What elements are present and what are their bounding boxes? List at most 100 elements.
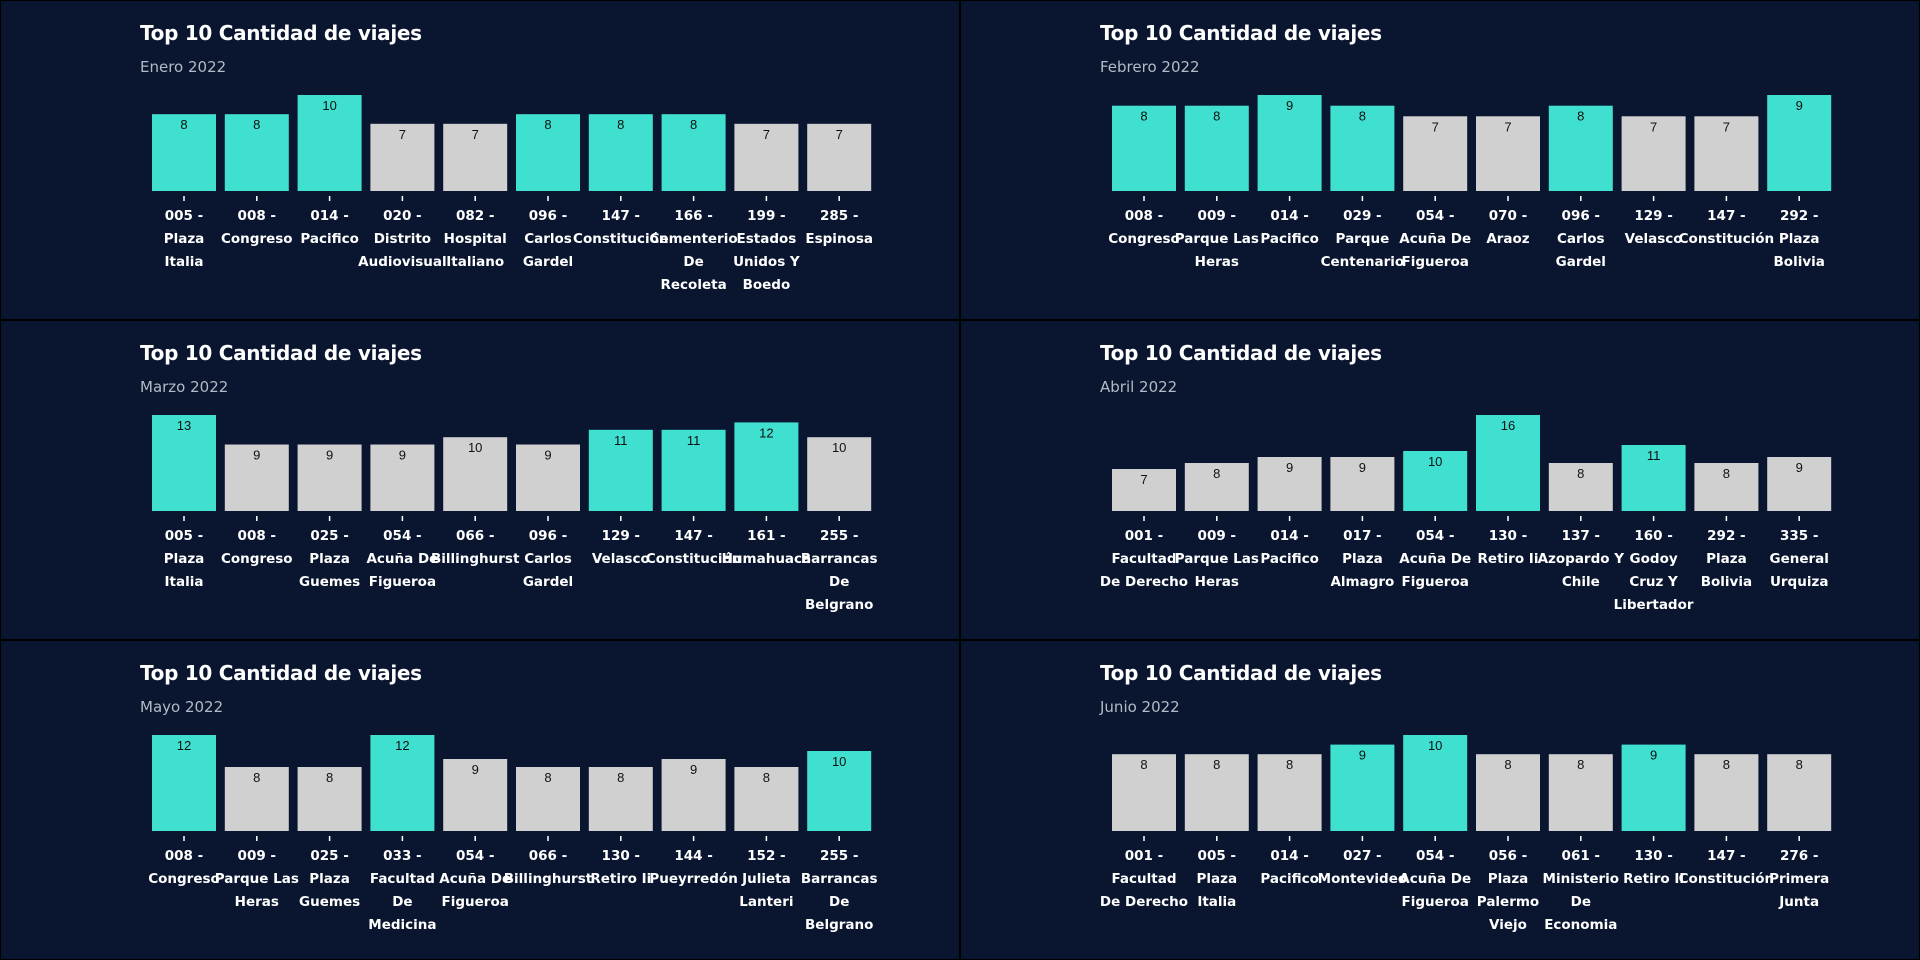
- x-tick-label: 001 -: [1125, 848, 1163, 864]
- x-tick-label: 029 -: [1343, 208, 1381, 224]
- x-tick-label: Distrito: [374, 231, 431, 247]
- x-tick-label: 147 -: [602, 208, 640, 224]
- x-tick-label: De: [1571, 894, 1591, 910]
- x-tick-label: Italia: [165, 574, 204, 590]
- chart-bar: [807, 437, 872, 511]
- bar-value-label: 8: [1796, 757, 1803, 772]
- x-tick-label: Gardel: [523, 574, 573, 590]
- bar-value-label: 9: [1359, 748, 1366, 763]
- x-tick-label: Congreso: [221, 551, 293, 567]
- x-tick-label: Audiovisual: [358, 254, 446, 270]
- bar-value-label: 10: [322, 98, 336, 113]
- x-tick-label: Centenario: [1321, 254, 1405, 270]
- x-tick-label: 166 -: [674, 208, 712, 224]
- bar-value-label: 10: [832, 440, 846, 455]
- x-tick-label: Espinosa: [805, 231, 873, 247]
- chart-subtitle: Mayo 2022: [140, 698, 224, 716]
- chart-title: Top 10 Cantidad de viajes: [1100, 661, 1382, 685]
- chart-bar: [1184, 105, 1249, 191]
- x-tick-label: Parque Las: [1175, 551, 1259, 567]
- chart-bar: [516, 114, 580, 191]
- bar-value-label: 8: [253, 117, 260, 132]
- x-tick-label: Plaza: [1779, 231, 1820, 247]
- x-tick-label: Figueroa: [442, 894, 509, 910]
- x-tick-label: Heras: [1195, 574, 1239, 590]
- x-tick-label: Acuña De: [366, 551, 438, 567]
- x-tick-label: Plaza: [164, 231, 205, 247]
- bar-value-label: 9: [399, 448, 406, 463]
- x-tick-label: Medicina: [368, 917, 436, 933]
- x-tick-label: 033 -: [383, 848, 421, 864]
- x-tick-label: 054 -: [1416, 528, 1454, 544]
- x-tick-label: Godoy: [1630, 551, 1678, 567]
- chart-bar: [1112, 469, 1176, 511]
- chart-panel: Top 10 Cantidad de viajes Abril 2022 7 001 …: [961, 321, 1919, 639]
- bar-value-label: 9: [253, 448, 260, 463]
- chart-title: Top 10 Cantidad de viajes: [140, 661, 422, 685]
- x-tick-label: Chile: [1562, 574, 1600, 590]
- x-tick-label: 096 -: [529, 528, 567, 544]
- x-tick-label: Junta: [1778, 894, 1819, 910]
- x-tick-label: Belgrano: [805, 917, 873, 933]
- bar-value-label: 7: [1140, 472, 1147, 487]
- bar-value-label: 9: [1796, 98, 1803, 113]
- x-tick-label: Carlos: [1557, 231, 1605, 247]
- x-tick-label: 061 -: [1562, 848, 1600, 864]
- x-tick-label: Azopardo Y: [1538, 551, 1625, 567]
- x-tick-label: 129 -: [602, 528, 640, 544]
- x-tick-label: 255 -: [820, 848, 858, 864]
- x-tick-label: 130 -: [1634, 848, 1672, 864]
- x-tick-label: 070 -: [1489, 208, 1527, 224]
- bar-value-label: 8: [1140, 757, 1147, 772]
- x-tick-label: Plaza: [164, 551, 205, 567]
- chart-bar: [1548, 754, 1613, 831]
- bar-value-label: 8: [544, 770, 551, 785]
- x-tick-label: Plaza: [1706, 551, 1747, 567]
- bar-value-label: 9: [326, 448, 333, 463]
- chart-panel: Top 10 Cantidad de viajes Mayo 2022 12 008 …: [1, 641, 959, 959]
- bar-value-label: 8: [1213, 466, 1220, 481]
- chart-bar: [152, 735, 216, 831]
- chart-title: Top 10 Cantidad de viajes: [140, 341, 422, 365]
- x-tick-label: De: [392, 894, 412, 910]
- x-tick-label: Pacifico: [1260, 231, 1319, 247]
- x-tick-label: Congreso: [148, 871, 220, 887]
- bar-chart: 8 001 - Facultad De Derecho 8 005 - Plaza Itali…: [1100, 735, 1832, 933]
- x-tick-label: Constitución: [1679, 231, 1775, 247]
- bar-value-label: 8: [544, 117, 551, 132]
- x-tick-label: 008 -: [238, 528, 276, 544]
- chart-subtitle: Junio 2022: [1100, 698, 1180, 716]
- x-tick-label: Plaza: [1488, 871, 1529, 887]
- bar-value-label: 8: [1723, 466, 1730, 481]
- chart-title: Top 10 Cantidad de viajes: [140, 21, 422, 45]
- bar-value-label: 8: [180, 117, 187, 132]
- chart-bar: [297, 767, 362, 831]
- x-tick-label: 130 -: [602, 848, 640, 864]
- x-tick-label: 005 -: [1198, 848, 1236, 864]
- bar-value-label: 8: [763, 770, 770, 785]
- bar-value-label: 9: [1286, 460, 1293, 475]
- x-tick-label: 001 -: [1125, 528, 1163, 544]
- x-tick-label: 066 -: [456, 528, 494, 544]
- bar-value-label: 8: [326, 770, 333, 785]
- x-tick-label: Unidos Y: [733, 254, 800, 270]
- bar-value-label: 8: [1359, 109, 1366, 124]
- chart-bar: [588, 114, 653, 191]
- chart-bar: [1403, 451, 1468, 511]
- x-tick-label: Pacifico: [1260, 551, 1319, 567]
- chart-title: Top 10 Cantidad de viajes: [1100, 21, 1382, 45]
- x-tick-label: 147 -: [1707, 848, 1745, 864]
- x-tick-label: Pueyrredón: [649, 871, 737, 887]
- bar-value-label: 9: [1286, 98, 1293, 113]
- x-tick-label: 054 -: [456, 848, 494, 864]
- x-tick-label: 066 -: [529, 848, 567, 864]
- x-tick-label: Billinghurst: [504, 871, 593, 887]
- bar-value-label: 8: [1140, 109, 1147, 124]
- chart-bar: [1621, 445, 1686, 511]
- bar-value-label: 8: [1286, 757, 1293, 772]
- chart-bar: [1330, 105, 1395, 191]
- x-tick-label: Plaza: [309, 871, 350, 887]
- bar-value-label: 10: [1428, 738, 1442, 753]
- x-tick-label: 008 -: [1125, 208, 1163, 224]
- chart-bar: [516, 444, 580, 511]
